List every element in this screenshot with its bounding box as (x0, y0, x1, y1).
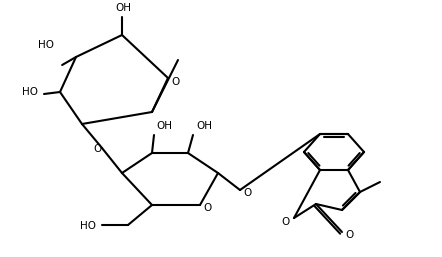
Text: HO: HO (38, 40, 54, 50)
Text: O: O (172, 77, 180, 87)
Text: O: O (244, 188, 252, 198)
Text: O: O (93, 144, 101, 154)
Text: OH: OH (196, 121, 212, 131)
Text: HO: HO (22, 87, 38, 97)
Text: O: O (204, 203, 212, 213)
Text: HO: HO (80, 221, 96, 231)
Text: O: O (282, 217, 290, 227)
Text: OH: OH (115, 3, 131, 13)
Text: OH: OH (156, 121, 172, 131)
Text: O: O (346, 230, 354, 240)
